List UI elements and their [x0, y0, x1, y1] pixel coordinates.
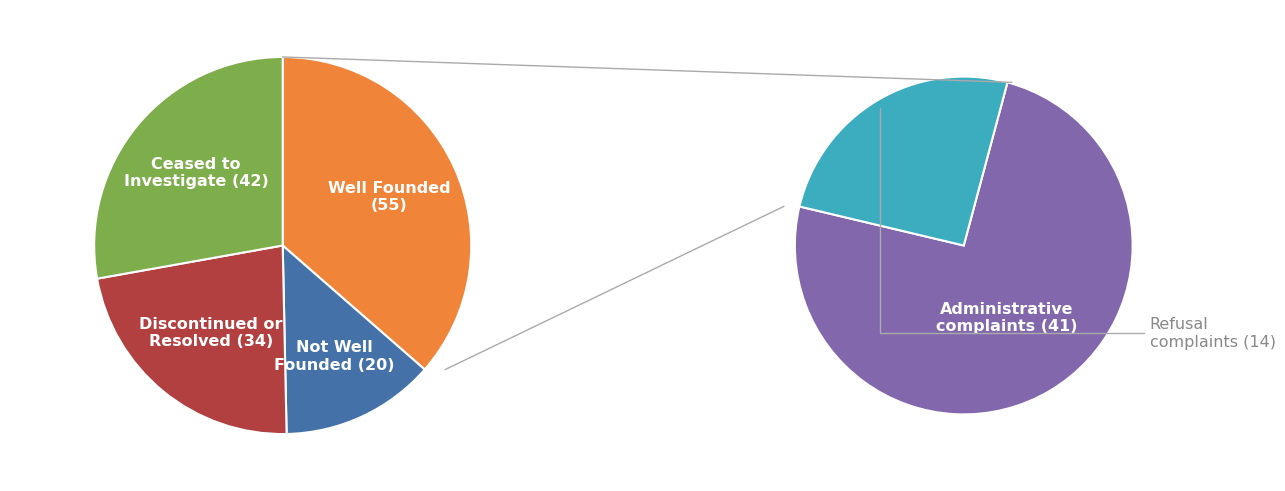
- Text: Refusal
complaints (14): Refusal complaints (14): [880, 108, 1276, 350]
- Text: Not Well
Founded (20): Not Well Founded (20): [274, 340, 394, 373]
- Wedge shape: [94, 57, 283, 279]
- Wedge shape: [283, 246, 425, 434]
- Text: Well Founded
(55): Well Founded (55): [328, 181, 451, 214]
- Text: Ceased to
Investigate (42): Ceased to Investigate (42): [123, 157, 269, 189]
- Wedge shape: [98, 246, 287, 434]
- Wedge shape: [795, 82, 1132, 414]
- Wedge shape: [283, 57, 472, 370]
- Text: Discontinued or
Resolved (34): Discontinued or Resolved (34): [139, 317, 283, 349]
- Text: Administrative
complaints (41): Administrative complaints (41): [937, 302, 1078, 334]
- Wedge shape: [799, 77, 1007, 246]
